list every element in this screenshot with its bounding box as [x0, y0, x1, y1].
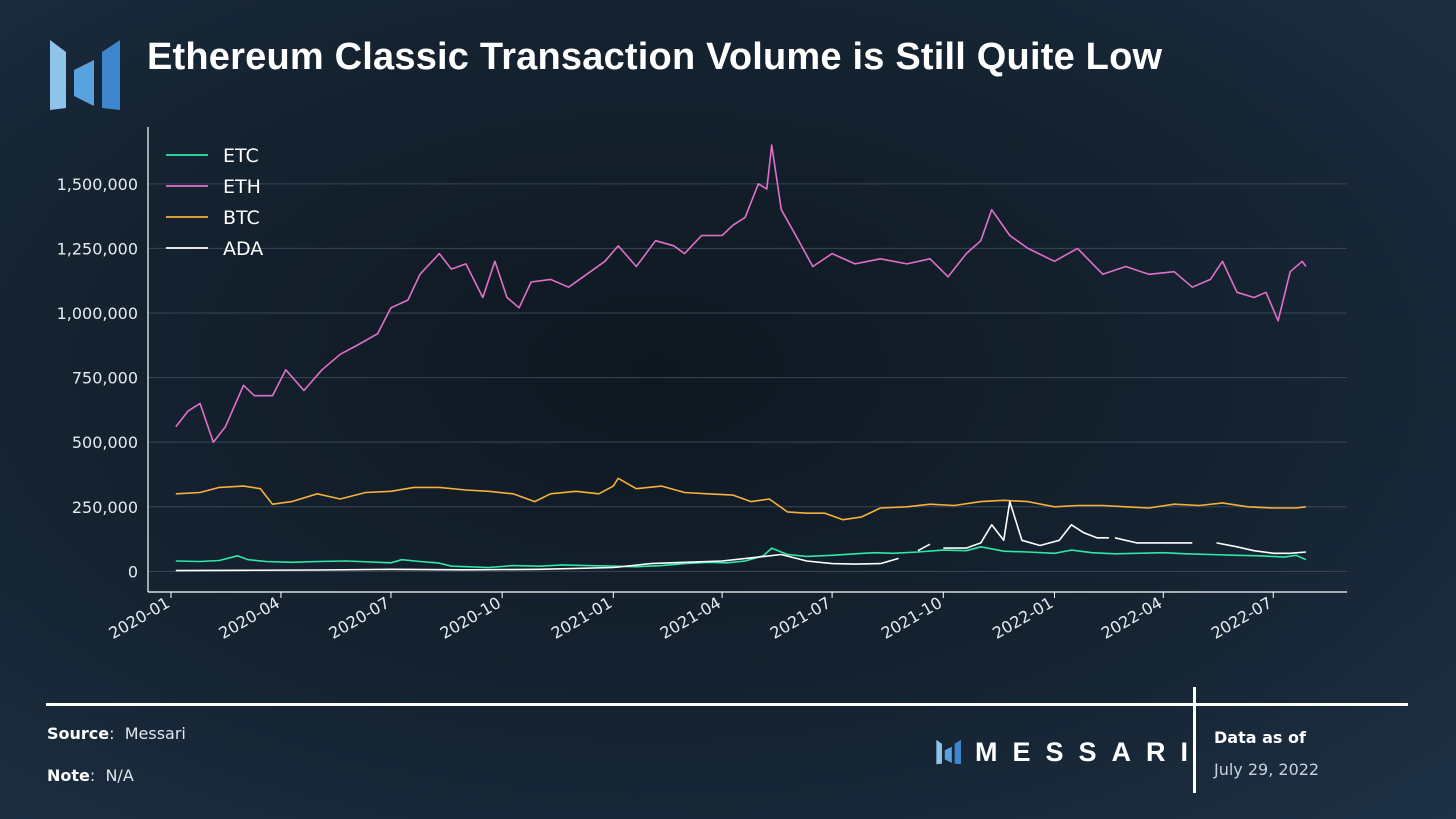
source-line: Source: Messari [47, 724, 186, 743]
y-tick-label: 1,000,000 [57, 304, 138, 323]
note-value: N/A [105, 766, 134, 785]
x-tick-label: 2020-04 [216, 593, 283, 643]
messari-wordmark: MESSARI [975, 736, 1204, 767]
series-line-etc [175, 546, 1307, 569]
messari-logo-icon [50, 40, 120, 110]
legend-label-etc: ETC [223, 145, 259, 167]
footer-vertical-divider [1193, 687, 1196, 793]
y-tick-label: 250,000 [72, 498, 138, 517]
y-tick-label: 1,250,000 [57, 239, 138, 258]
x-tick-label: 2021-01 [548, 593, 615, 643]
y-tick-label: 1,500,000 [57, 175, 138, 194]
x-tick-label: 2020-01 [106, 593, 173, 643]
note-line: Note: N/A [47, 766, 134, 785]
messari-brand: MESSARI [935, 737, 1203, 767]
y-tick-label: 500,000 [72, 433, 138, 452]
legend-label-ada: ADA [223, 238, 263, 260]
y-tick-label: 750,000 [72, 369, 138, 388]
x-tick-label: 2022-07 [1208, 593, 1275, 643]
source-label: Source [47, 724, 110, 743]
x-tick-label: 2020-07 [326, 593, 393, 643]
data-as-of-date: July 29, 2022 [1214, 760, 1320, 779]
legend-label-eth: ETH [223, 176, 261, 198]
x-tick-label: 2022-01 [989, 593, 1056, 643]
note-label: Note [47, 766, 90, 785]
footer-divider [46, 703, 1408, 706]
page-title: Ethereum Classic Transaction Volume is S… [147, 36, 1163, 78]
x-tick-label: 2021-04 [657, 593, 724, 643]
x-tick-label: 2021-10 [878, 593, 945, 643]
source-value: Messari [124, 724, 186, 743]
x-tick-label: 2022-04 [1098, 593, 1165, 643]
y-tick-label: 0 [128, 562, 138, 581]
legend-label-btc: BTC [223, 207, 260, 229]
messari-small-logo-icon [936, 739, 961, 765]
series-line-btc [175, 477, 1306, 521]
series-line-eth [175, 144, 1307, 443]
x-tick-label: 2021-07 [767, 593, 834, 643]
series-line-ada [175, 500, 1306, 572]
x-tick-label: 2020-10 [437, 593, 504, 643]
data-as-of-label: Data as of [1214, 728, 1306, 747]
